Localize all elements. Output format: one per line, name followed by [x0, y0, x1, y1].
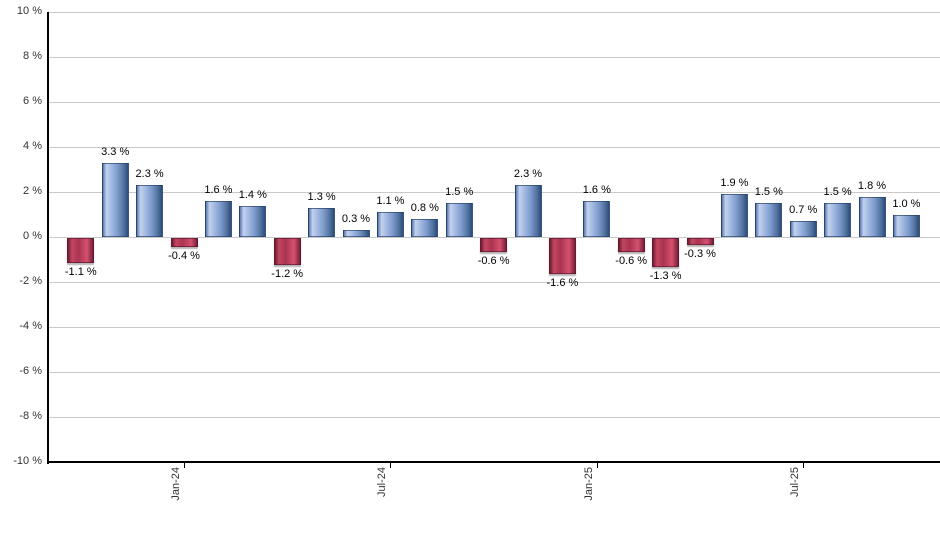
bar-positive: [892, 214, 920, 237]
bar-negative: [686, 238, 714, 245]
bar-positive: [342, 230, 370, 238]
bar-negative: [170, 238, 198, 247]
y-tick-label: -8 %: [19, 410, 42, 422]
bar-value-label: 1.4 %: [238, 188, 267, 201]
bar-value-label: 1.0 %: [892, 197, 921, 210]
y-tick-label: -10 %: [13, 455, 42, 467]
bar-positive: [308, 207, 336, 238]
bar-negative: [67, 238, 95, 263]
bar-positive: [411, 219, 439, 237]
y-grid-line: [49, 236, 940, 238]
y-tick-label: -2 %: [19, 275, 42, 287]
bar-value-label: 0.7 %: [789, 204, 818, 217]
y-tick-label: 8 %: [23, 50, 42, 62]
bar-negative: [652, 238, 680, 268]
bar-value-label: 1.1 %: [376, 195, 405, 208]
y-grid-line: [49, 11, 940, 13]
y-grid-line: [49, 281, 940, 283]
bar-positive: [720, 194, 748, 238]
y-grid-line: [49, 326, 940, 328]
bar-positive: [789, 221, 817, 237]
bar-value-label: 1.5 %: [445, 186, 474, 199]
bar-positive: [376, 212, 404, 238]
y-tick-label: -4 %: [19, 320, 42, 332]
bar-positive: [824, 203, 852, 238]
bar-value-label: -0.6 %: [615, 254, 648, 267]
y-tick-label: 10 %: [16, 5, 42, 17]
x-tick-label: Jul-24: [376, 467, 389, 497]
bar-value-label: 1.5 %: [754, 186, 783, 199]
bar-value-label: 1.5 %: [823, 186, 852, 199]
y-grid-line: [49, 101, 940, 103]
x-tick-label: Jan-24: [170, 467, 182, 501]
bar-value-label: -0.6 %: [477, 254, 510, 267]
bar-value-label: -1.1 %: [64, 265, 97, 278]
bar-value-label: 1.6 %: [582, 184, 611, 196]
y-grid-line: [49, 191, 940, 193]
bar-positive: [514, 185, 542, 237]
bar-value-label: -1.6 %: [546, 277, 579, 289]
x-tick-mark: [184, 463, 185, 468]
bar-value-label: 0.3 %: [341, 213, 371, 226]
bar-positive: [101, 162, 129, 238]
y-grid-line: [49, 56, 940, 58]
bar-negative: [480, 238, 508, 252]
y-tick-label: 4 %: [23, 140, 42, 152]
bar-positive: [755, 203, 783, 238]
bar-negative: [548, 238, 576, 274]
bar-value-label: 1.3 %: [307, 190, 336, 203]
bar-value-label: -0.4 %: [168, 250, 200, 262]
bar-positive: [445, 203, 473, 238]
y-grid-line: [49, 416, 940, 418]
y-tick-label: -6 %: [19, 365, 42, 377]
x-tick-label: Jan-25: [582, 467, 595, 501]
y-axis-line: [47, 12, 49, 464]
bar-positive: [239, 205, 267, 237]
bar-value-label: -0.3 %: [684, 247, 716, 260]
bar-value-label: -1.3 %: [649, 270, 682, 283]
y-tick-label: 6 %: [23, 95, 42, 107]
bar-negative: [617, 238, 645, 252]
x-tick-mark: [390, 463, 392, 468]
x-tick-mark: [803, 463, 805, 468]
y-tick-label: 0 %: [23, 230, 42, 242]
bar-value-label: 1.9 %: [720, 177, 749, 190]
bar-positive: [204, 201, 232, 237]
x-tick-mark: [596, 463, 598, 468]
bar-negative: [273, 238, 301, 265]
bar-value-label: 1.6 %: [204, 184, 233, 196]
bar-value-label: 0.8 %: [410, 202, 439, 214]
bar-value-label: 2.3 %: [513, 168, 543, 181]
bar-value-label: 2.3 %: [135, 168, 164, 181]
bar-value-label: 1.8 %: [857, 179, 887, 192]
y-tick-label: 2 %: [23, 185, 42, 197]
y-grid-line: [49, 146, 940, 148]
bar-positive: [583, 201, 611, 237]
y-grid-line: [49, 371, 940, 373]
bar-positive: [136, 185, 164, 237]
x-axis-line: [47, 461, 940, 463]
bar-value-label: 3.3 %: [101, 145, 130, 158]
x-tick-label: Jul-25: [789, 467, 802, 497]
bar-positive: [858, 196, 886, 237]
bar-value-label: -1.2 %: [271, 268, 304, 280]
